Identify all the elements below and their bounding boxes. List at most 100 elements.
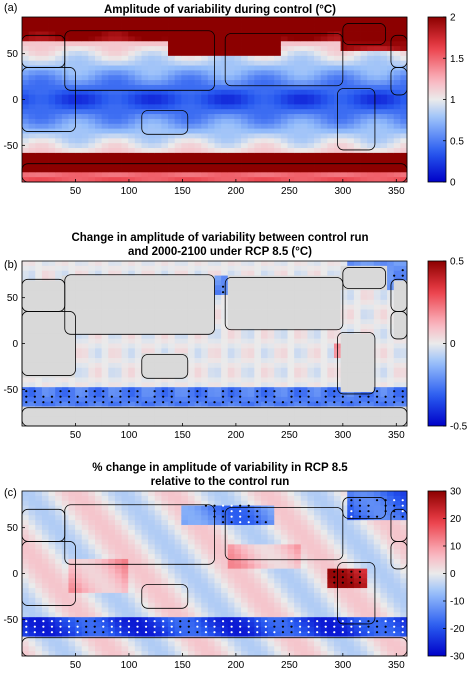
heatmap-cell bbox=[280, 138, 288, 144]
heatmap-cell bbox=[194, 172, 202, 178]
heatmap-cell bbox=[128, 646, 136, 652]
heatmap-cell bbox=[101, 520, 109, 526]
heatmap-cell bbox=[174, 343, 182, 349]
heatmap-cell bbox=[22, 636, 30, 642]
heatmap-cell bbox=[181, 99, 189, 105]
heatmap-cell bbox=[327, 294, 335, 301]
heatmap-cell bbox=[48, 651, 56, 657]
heatmap-cell bbox=[327, 261, 335, 267]
heatmap-cell bbox=[108, 416, 116, 422]
coastline bbox=[224, 33, 344, 87]
heatmap-cell bbox=[333, 17, 342, 23]
heatmap-cell bbox=[95, 612, 103, 618]
heatmap-cell bbox=[128, 588, 136, 594]
heatmap-cell bbox=[174, 328, 182, 335]
heatmap-cell bbox=[28, 534, 36, 540]
heatmap-cell bbox=[307, 309, 315, 315]
heatmap-cell bbox=[48, 46, 56, 52]
heatmap-cell bbox=[254, 50, 262, 57]
heatmap-cell bbox=[61, 510, 69, 516]
heatmap-cell bbox=[134, 646, 142, 652]
heatmap-cell bbox=[35, 41, 43, 47]
heatmap-cell bbox=[154, 646, 162, 652]
heatmap-cell bbox=[227, 265, 235, 272]
heatmap-cell bbox=[22, 75, 30, 81]
heatmap-cell bbox=[55, 622, 63, 628]
heatmap-cell bbox=[141, 401, 149, 407]
heatmap-cell bbox=[161, 372, 169, 378]
heatmap-cell bbox=[141, 358, 149, 364]
heatmap-cell bbox=[247, 270, 255, 276]
heatmap-cell bbox=[148, 578, 156, 584]
heatmap-cell bbox=[320, 265, 328, 272]
heatmap-cell bbox=[128, 372, 136, 378]
heatmap-cell bbox=[214, 382, 222, 388]
heatmap-cell bbox=[367, 387, 375, 393]
heatmap-cell bbox=[88, 31, 96, 37]
heatmap-cell bbox=[294, 46, 302, 52]
heatmap-cell bbox=[35, 177, 43, 183]
heatmap-cell bbox=[114, 114, 122, 120]
heatmap-cell bbox=[174, 544, 182, 550]
heatmap-cell bbox=[95, 353, 103, 359]
heatmap-cell bbox=[114, 636, 122, 642]
heatmap-cell bbox=[187, 157, 195, 163]
heatmap-cell bbox=[187, 265, 195, 272]
heatmap-cell bbox=[274, 128, 282, 134]
heatmap-cell bbox=[75, 631, 83, 637]
heatmap-cell bbox=[287, 114, 295, 120]
heatmap-cell bbox=[75, 495, 83, 502]
heatmap-cell bbox=[353, 265, 361, 272]
heatmap-cell bbox=[28, 505, 36, 511]
heatmap-cell bbox=[300, 270, 308, 276]
heatmap-cell bbox=[114, 597, 122, 604]
heatmap-cell bbox=[68, 270, 76, 276]
heatmap-cell bbox=[274, 280, 282, 286]
heatmap-cell bbox=[360, 309, 368, 315]
heatmap-cell bbox=[327, 401, 335, 407]
heatmap-cell bbox=[380, 162, 388, 168]
heatmap-cell bbox=[35, 285, 43, 291]
heatmap-cell bbox=[134, 534, 142, 540]
heatmap-cell bbox=[340, 55, 348, 62]
heatmap-cell bbox=[234, 99, 242, 105]
heatmap-cell bbox=[300, 416, 308, 422]
heatmap-cell bbox=[227, 94, 235, 100]
heatmap-cell bbox=[75, 588, 83, 594]
heatmap-cell bbox=[128, 333, 136, 340]
heatmap-cell bbox=[320, 50, 328, 57]
heatmap-cell bbox=[75, 319, 83, 325]
heatmap-cell bbox=[55, 275, 63, 281]
heatmap-cell bbox=[353, 324, 361, 330]
heatmap-cell bbox=[320, 123, 328, 130]
heatmap-cell bbox=[201, 128, 209, 134]
heatmap-cell bbox=[241, 46, 249, 52]
heatmap-cell bbox=[61, 421, 69, 427]
heatmap-cell bbox=[101, 104, 109, 110]
heatmap-cell bbox=[61, 104, 69, 110]
heatmap-cell bbox=[393, 94, 401, 100]
heatmap-cell bbox=[81, 309, 89, 315]
heatmap-cell bbox=[214, 177, 222, 183]
heatmap-cell bbox=[121, 622, 129, 628]
heatmap-cell bbox=[168, 612, 176, 618]
heatmap-cell bbox=[75, 554, 83, 560]
heatmap-cell bbox=[134, 367, 142, 374]
heatmap-cell bbox=[148, 377, 156, 383]
stipple-dot bbox=[204, 401, 208, 404]
heatmap-cell bbox=[280, 358, 288, 364]
heatmap-cell bbox=[154, 70, 162, 76]
heatmap-cell bbox=[340, 60, 348, 66]
heatmap-cell bbox=[141, 377, 149, 383]
heatmap-cell bbox=[141, 261, 149, 267]
heatmap-cell bbox=[68, 84, 76, 91]
heatmap-cell bbox=[154, 416, 162, 422]
heatmap-cell bbox=[22, 588, 30, 594]
heatmap-cell bbox=[373, 133, 381, 139]
heatmap-cell bbox=[154, 60, 162, 66]
heatmap-cell bbox=[61, 299, 69, 306]
heatmap-cell bbox=[294, 382, 302, 388]
heatmap-cell bbox=[353, 338, 361, 344]
heatmap-cell bbox=[267, 143, 275, 149]
heatmap-cell bbox=[121, 309, 129, 315]
